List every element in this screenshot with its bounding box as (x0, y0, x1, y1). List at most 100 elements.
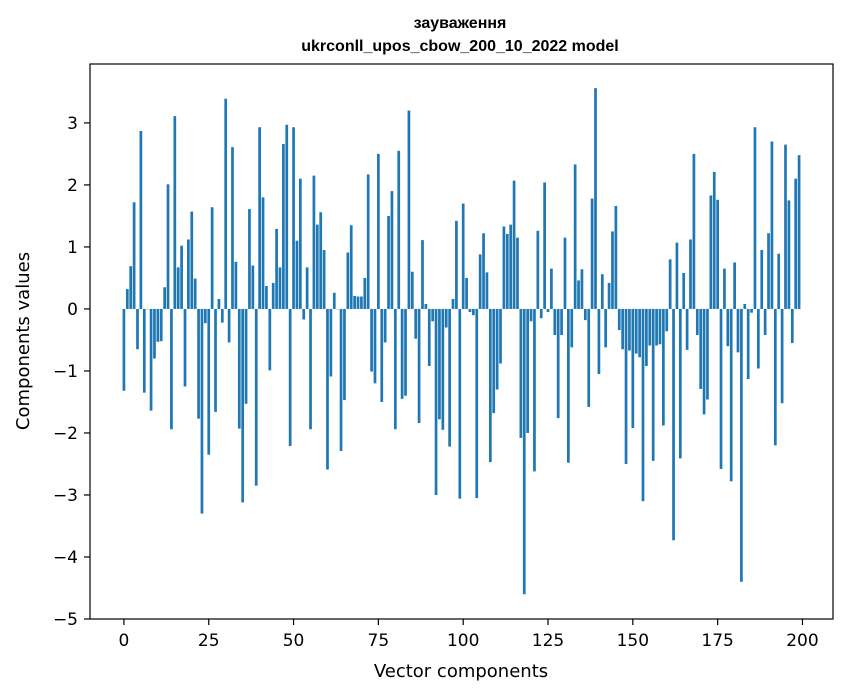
bar-143 (607, 282, 611, 309)
bar-134 (577, 280, 580, 309)
bar-11 (159, 308, 163, 342)
y-axis-ticks: −5 −4 −3 −2 −1 0 1 2 3 (53, 114, 90, 630)
bar-88 (421, 240, 424, 309)
bar-180 (733, 262, 736, 309)
bar-120 (529, 308, 533, 322)
bar-16 (176, 267, 180, 309)
bar-15 (173, 116, 177, 309)
bar-156 (651, 308, 655, 461)
bar-40 (258, 127, 261, 309)
bar-39 (254, 308, 258, 486)
bar-142 (604, 308, 608, 348)
bar-81 (397, 150, 401, 309)
bar-149 (628, 308, 631, 351)
bar-70 (360, 296, 363, 309)
bar-83 (404, 308, 407, 396)
bar-181 (736, 308, 740, 353)
bar-50 (292, 127, 295, 309)
bar-187 (757, 308, 760, 369)
bar-28 (217, 299, 221, 309)
bar-13 (166, 184, 170, 309)
bar-90 (427, 308, 431, 366)
bar-195 (784, 144, 787, 309)
bar-30 (224, 98, 228, 309)
bar-158 (658, 308, 662, 345)
bar-22 (197, 308, 200, 419)
bar-49 (288, 308, 292, 446)
bar-51 (295, 240, 299, 309)
bar-82 (400, 308, 404, 399)
bar-133 (573, 164, 577, 309)
y-tick-label: 0 (67, 300, 78, 320)
bar-160 (665, 308, 669, 332)
bar-45 (275, 228, 278, 309)
bar-198 (794, 178, 798, 309)
bar-42 (265, 286, 268, 309)
y-axis-label: Components values (13, 252, 34, 430)
bar-171 (702, 308, 706, 415)
bar-73 (370, 308, 373, 372)
bar-118 (522, 308, 526, 595)
bar-145 (614, 206, 618, 309)
bar-48 (285, 124, 289, 309)
bar-101 (465, 277, 468, 309)
bar-189 (763, 308, 767, 335)
bar-132 (570, 308, 574, 348)
chart-title-line2: ukrconll_upos_cbow_200_10_2022 model (301, 38, 618, 55)
bar-138 (590, 198, 594, 309)
bar-115 (512, 180, 516, 309)
bar-119 (526, 308, 530, 433)
bar-147 (621, 308, 625, 350)
bar-122 (536, 230, 540, 309)
bar-128 (556, 308, 560, 419)
bar-188 (760, 250, 764, 309)
bar-152 (638, 308, 641, 358)
bar-91 (431, 308, 435, 322)
bar-139 (594, 88, 597, 309)
bar-5 (139, 130, 143, 309)
bar-59 (322, 250, 326, 309)
bar-155 (648, 308, 652, 346)
bar-169 (695, 308, 699, 335)
bar-127 (553, 308, 557, 335)
bar-121 (533, 308, 536, 472)
bar-102 (468, 308, 472, 313)
bar-85 (410, 271, 414, 309)
bar-35 (241, 308, 245, 503)
bar-21 (193, 278, 197, 309)
bar-44 (271, 282, 275, 309)
bar-125 (546, 308, 550, 313)
bar-175 (716, 199, 719, 309)
bar-77 (383, 308, 387, 343)
bar-86 (414, 308, 418, 339)
bar-24 (203, 308, 207, 324)
bar-178 (726, 308, 730, 347)
bar-104 (475, 308, 479, 499)
bar-170 (699, 308, 703, 389)
bar-103 (472, 308, 475, 316)
bar-112 (502, 226, 506, 309)
bar-99 (458, 308, 462, 499)
x-tick-label: 25 (198, 631, 220, 651)
bar-79 (390, 191, 394, 309)
bar-3 (132, 202, 136, 309)
bar-54 (305, 267, 309, 309)
bar-34 (237, 308, 241, 429)
bar-161 (668, 259, 672, 309)
bar-137 (587, 308, 591, 407)
bar-55 (309, 308, 312, 430)
bar-191 (770, 141, 774, 309)
bar-62 (332, 292, 336, 309)
bar-109 (492, 308, 496, 414)
bar-193 (777, 253, 781, 309)
bar-140 (597, 308, 601, 375)
bar-176 (719, 308, 723, 469)
bar-153 (641, 308, 645, 502)
bar-129 (560, 308, 563, 335)
bar-136 (583, 308, 587, 321)
bar-56 (312, 175, 316, 309)
bar-87 (417, 308, 421, 424)
bar-192 (773, 308, 777, 446)
bar-27 (214, 308, 217, 412)
